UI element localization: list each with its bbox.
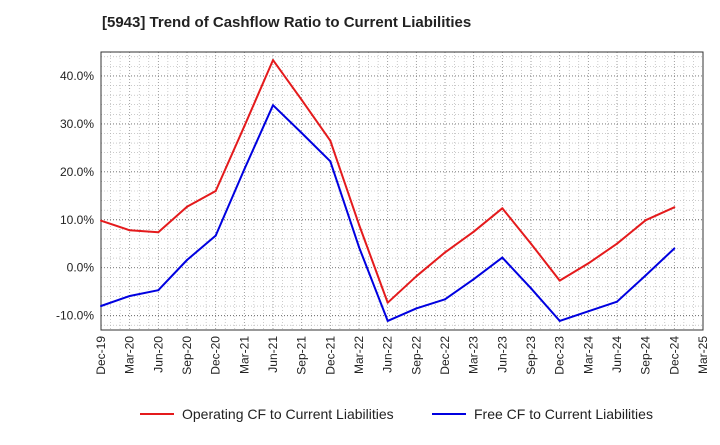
data-point — [501, 256, 504, 259]
chart-title: [5943] Trend of Cashflow Ratio to Curren… — [102, 14, 472, 31]
x-tick-label: Sep-23 — [524, 336, 538, 375]
y-tick-label: 10.0% — [60, 213, 94, 227]
x-tick-label: Jun-20 — [151, 336, 165, 373]
data-point — [272, 59, 274, 62]
data-point — [644, 274, 647, 277]
x-tick-label: Jun-24 — [610, 336, 624, 373]
y-tick-label: -10.0% — [56, 309, 94, 323]
data-point — [329, 139, 332, 142]
data-point — [386, 319, 389, 322]
data-point — [415, 307, 418, 310]
data-point — [386, 301, 389, 304]
x-tick-label: Dec-22 — [438, 336, 452, 375]
x-tick-label: Sep-20 — [180, 336, 194, 375]
x-tick-label: Dec-24 — [667, 336, 681, 375]
data-point — [444, 251, 446, 254]
data-point — [157, 289, 160, 292]
y-tick-label: 30.0% — [60, 117, 94, 131]
data-point — [501, 207, 504, 210]
data-point — [444, 298, 446, 301]
x-tick-label: Mar-22 — [352, 336, 366, 374]
data-point — [300, 98, 303, 101]
x-tick-label: Mar-21 — [237, 336, 251, 374]
x-tick-label: Dec-19 — [94, 336, 108, 375]
data-point — [243, 168, 246, 171]
data-point — [329, 160, 332, 163]
data-point — [214, 190, 217, 192]
data-point — [272, 104, 274, 107]
x-tick-label: Sep-22 — [409, 336, 423, 375]
x-tick-label: Sep-21 — [295, 336, 309, 375]
data-point — [587, 310, 590, 313]
y-tick-label: 0.0% — [67, 261, 95, 275]
plot-frame — [100, 51, 704, 331]
data-point — [472, 278, 475, 281]
x-tick-label: Mar-24 — [581, 336, 595, 374]
data-point — [558, 319, 561, 322]
x-tick-label: Dec-20 — [209, 336, 223, 375]
data-point — [673, 247, 676, 250]
data-point — [415, 275, 418, 278]
y-tick-label: 20.0% — [60, 165, 94, 179]
data-point — [587, 262, 590, 265]
data-point — [100, 219, 102, 222]
data-point — [530, 287, 532, 290]
data-point — [128, 294, 131, 297]
data-point — [530, 242, 532, 245]
data-point — [300, 132, 303, 135]
data-point — [214, 234, 217, 237]
x-tick-label: Dec-21 — [323, 336, 337, 375]
x-tick-label: Jun-22 — [381, 336, 395, 373]
y-tick-label: 40.0% — [60, 69, 94, 83]
x-tick-label: Dec-23 — [553, 336, 567, 375]
data-point — [157, 231, 160, 234]
data-point — [186, 259, 188, 262]
x-tick-label: Sep-24 — [639, 336, 653, 375]
data-point — [558, 279, 561, 282]
legend-label-1: Operating CF to Current Liabilities — [182, 406, 394, 422]
data-point — [673, 206, 676, 209]
data-point — [472, 230, 475, 233]
data-point — [186, 205, 188, 208]
data-point — [243, 125, 246, 128]
x-tick-label: Mar-23 — [467, 336, 481, 374]
x-tick-label: Mar-25 — [696, 336, 710, 374]
data-point — [100, 305, 102, 308]
x-tick-label: Mar-20 — [123, 336, 137, 374]
legend-label-2: Free CF to Current Liabilities — [474, 406, 653, 422]
x-tick-label: Jun-21 — [266, 336, 280, 373]
data-point — [616, 300, 618, 303]
x-tick-label: Jun-23 — [495, 336, 509, 373]
data-point — [616, 242, 618, 245]
data-point — [358, 223, 360, 226]
data-point — [644, 219, 647, 222]
data-point — [128, 229, 131, 232]
data-point — [358, 246, 360, 249]
